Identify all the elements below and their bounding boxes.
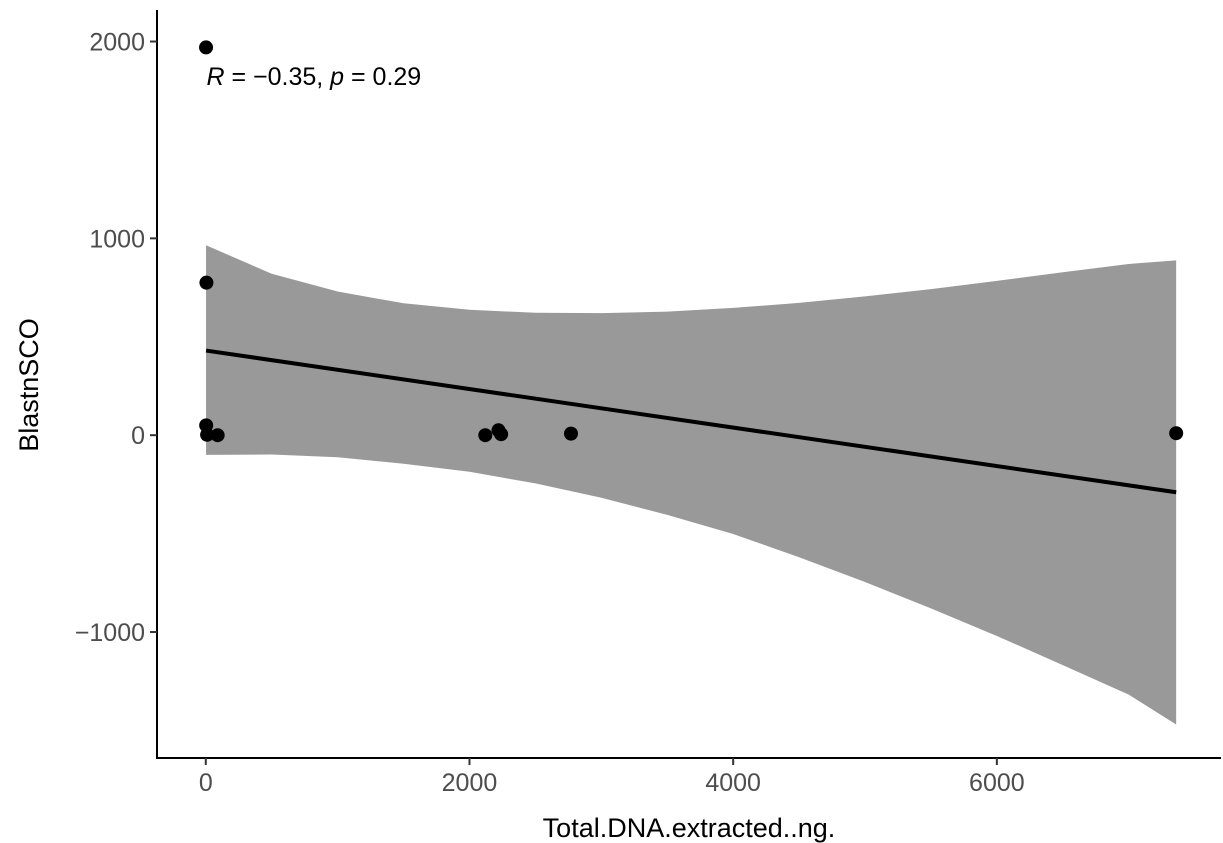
data-point (478, 428, 493, 443)
y-axis-title: BlastnSCO (14, 318, 44, 452)
x-tick-label: 0 (199, 769, 213, 797)
y-tick-label: 1000 (89, 225, 145, 253)
data-point (563, 426, 578, 441)
regression-line-layer (205, 348, 1177, 495)
data-point (210, 428, 225, 443)
x-tick-label: 2000 (442, 769, 498, 797)
y-tick-label: 0 (131, 422, 145, 450)
y-tick-label: −1000 (75, 619, 145, 647)
data-point (199, 275, 214, 290)
data-point (199, 40, 214, 55)
correlation-annotation: R = −0.35, p = 0.29 (206, 63, 421, 91)
x-tick-label: 6000 (969, 769, 1025, 797)
data-point (200, 427, 215, 442)
data-points-layer (199, 40, 1184, 443)
data-point (1169, 426, 1184, 441)
confidence-band (206, 245, 1177, 725)
data-point (494, 427, 509, 442)
regression-line (205, 348, 1177, 495)
axes: 0 2000 4000 6000 −1000 0 1000 2000 (75, 10, 1221, 797)
confidence-band-layer (206, 245, 1177, 725)
x-axis-title: Total.DNA.extracted..ng. (543, 813, 836, 843)
x-tick-label: 4000 (705, 769, 761, 797)
y-tick-label: 2000 (89, 29, 145, 57)
